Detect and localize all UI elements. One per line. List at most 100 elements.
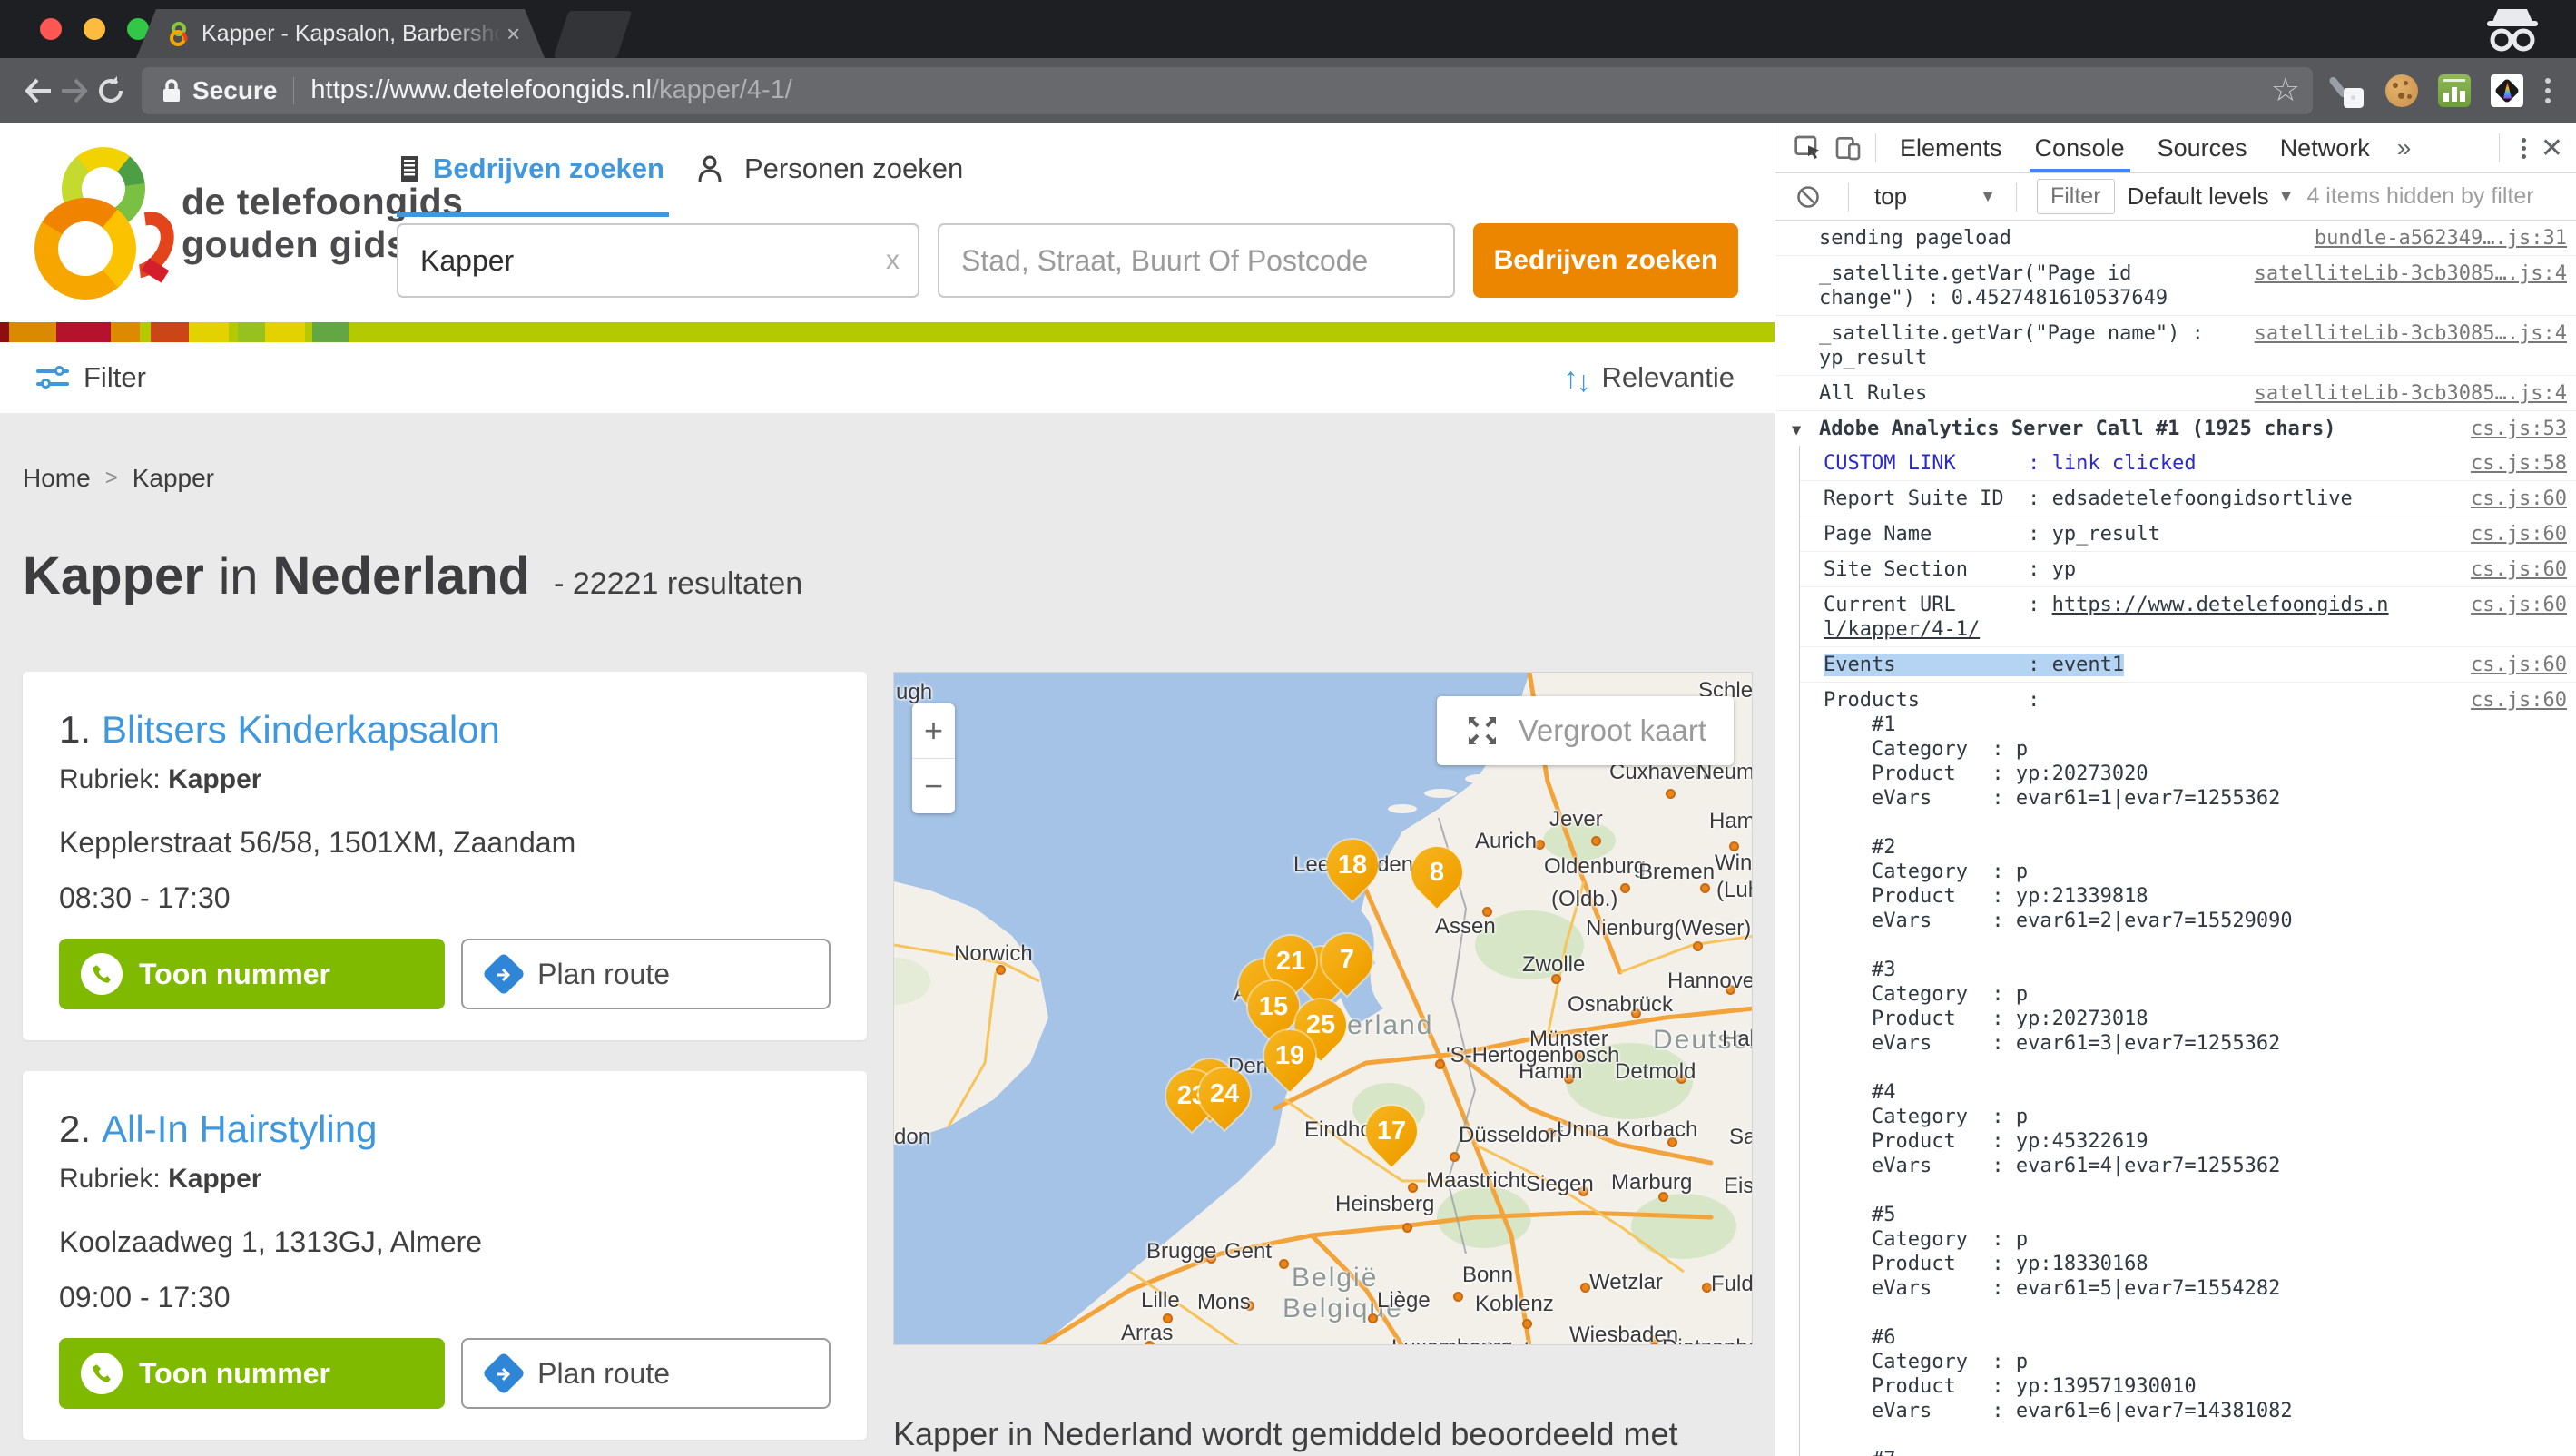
map-city-label: Zwolle	[1522, 952, 1586, 977]
show-number-button[interactable]: Toon nummer	[59, 939, 446, 1009]
map-city-label: San	[1729, 1125, 1752, 1149]
url-bar[interactable]: Secure https://www.detelefoongids.nl/kap…	[142, 66, 2313, 114]
plan-route-button[interactable]: Plan route	[461, 1338, 831, 1409]
site-logo[interactable]: de telefoongids gouden gids	[27, 147, 463, 300]
clear-console-icon[interactable]	[1788, 177, 1828, 217]
tab-network[interactable]: Network	[2279, 133, 2370, 162]
source-link[interactable]: cs.js:53	[2471, 418, 2567, 440]
source-link[interactable]: satelliteLib-3cb3085….js:4	[2254, 322, 2567, 345]
tab-elements[interactable]: Elements	[1900, 133, 2002, 162]
extension-analytics-icon[interactable]	[2438, 74, 2471, 107]
collapse-caret-icon[interactable]: ▼	[1792, 421, 1802, 439]
inspect-element-icon[interactable]	[1788, 128, 1828, 168]
back-button[interactable]	[20, 73, 56, 109]
city-dot	[1564, 1074, 1574, 1084]
filter-button[interactable]: Filter	[36, 361, 146, 394]
map-city-label: Heinsberg	[1335, 1192, 1435, 1216]
city-dot	[1573, 1050, 1583, 1060]
search-submit-button[interactable]: Bedrijven zoeken	[1473, 223, 1738, 298]
map-city-label: Münster	[1529, 1027, 1608, 1051]
forward-button[interactable]	[56, 73, 93, 109]
city-dot	[1649, 1335, 1659, 1344]
map-city-label: Marburg	[1611, 1170, 1693, 1195]
city-dot	[1620, 883, 1630, 893]
city-dot	[1729, 841, 1739, 851]
extension-cookie-icon[interactable]	[2385, 74, 2418, 107]
map-marker[interactable]: 18	[1316, 829, 1389, 901]
expand-icon	[1468, 717, 1496, 744]
source-link[interactable]: cs.js:60	[2471, 523, 2567, 546]
more-tabs-icon[interactable]: »	[2396, 133, 2412, 162]
map-city-label: Oldenburg	[1544, 854, 1647, 879]
source-link[interactable]: cs.js:60	[2471, 689, 2567, 712]
source-link[interactable]: bundle-a562349….js:31	[2314, 227, 2567, 250]
listing-category: Rubriek: Kapper	[59, 764, 262, 794]
map-marker[interactable]: 7	[1311, 923, 1383, 996]
source-link[interactable]: cs.js:60	[2471, 594, 2567, 616]
console-toolbar: top ▼ Filter Default levels ▼ 4 items hidd…	[1775, 173, 2576, 221]
search-term-field[interactable]: x	[397, 223, 919, 298]
bookmark-star-icon[interactable]: ☆	[2270, 70, 2300, 108]
map-marker[interactable]: 17	[1355, 1095, 1428, 1167]
new-tab-button[interactable]	[553, 11, 633, 58]
context-selector[interactable]: top ▼	[1874, 182, 1996, 210]
breadcrumb-separator: >	[104, 466, 118, 490]
console-filter-input[interactable]: Filter	[2036, 179, 2115, 214]
devtools-menu-icon[interactable]	[2521, 137, 2526, 159]
breadcrumb-home[interactable]: Home	[23, 464, 91, 492]
route-icon	[482, 951, 526, 997]
browser-toolbar: Secure https://www.detelefoongids.nl/kap…	[0, 58, 2576, 123]
city-dot	[1163, 1313, 1173, 1323]
tab-close-icon[interactable]: ×	[506, 19, 521, 47]
reload-button[interactable]	[93, 73, 129, 109]
extension-rocket-icon[interactable]	[2491, 74, 2523, 107]
map-city-label: Unna	[1557, 1117, 1609, 1142]
zoom-in-button[interactable]: +	[923, 712, 944, 749]
console-url-link[interactable]: https://www.detelefoongids.n l/kapper/4-…	[1824, 594, 2389, 641]
browser-menu-icon[interactable]	[2540, 74, 2556, 107]
device-toolbar-icon[interactable]	[1828, 128, 1868, 168]
source-link[interactable]: cs.js:58	[2471, 452, 2567, 475]
console-row: Current URL : https://www.detelefoongids…	[1800, 586, 2576, 646]
tab-personen-zoeken[interactable]: Personen zoeken	[664, 152, 963, 185]
zoom-out-button[interactable]: −	[912, 758, 955, 813]
tab-bedrijven-zoeken[interactable]: Bedrijven zoeken	[397, 152, 664, 185]
map-city-label: Jever	[1549, 807, 1603, 831]
minimize-window-button[interactable]	[84, 18, 105, 40]
search-term-input[interactable]	[398, 225, 918, 296]
console-group-header[interactable]: ▼ Adobe Analytics Server Call #1 (1925 c…	[1775, 410, 2576, 446]
source-link[interactable]: cs.js:60	[2471, 558, 2567, 581]
listing-link[interactable]: Blitsers Kinderkapsalon	[102, 708, 500, 751]
console-row: Products : #1 Category : p Product : yp:…	[1800, 682, 2576, 1456]
show-number-button[interactable]: Toon nummer	[59, 1338, 446, 1409]
source-link[interactable]: satelliteLib-3cb3085….js:4	[2254, 262, 2567, 285]
map-marker[interactable]: 24	[1188, 1058, 1261, 1130]
location-input[interactable]	[939, 225, 1453, 296]
devtools-panel: Elements Console Sources Network » ✕ top…	[1775, 123, 2576, 1456]
tab-console[interactable]: Console	[2019, 123, 2141, 172]
map[interactable]: Nederland Deutschl België Belgique	[893, 672, 1753, 1345]
location-field[interactable]	[938, 223, 1455, 298]
plan-route-button[interactable]: Plan route	[461, 939, 831, 1009]
source-link[interactable]: satelliteLib-3cb3085….js:4	[2254, 382, 2567, 405]
city-dot	[1535, 840, 1545, 850]
clear-search-icon[interactable]: x	[886, 245, 900, 275]
source-link[interactable]: cs.js:60	[2471, 654, 2567, 676]
map-city-label: Eise	[1724, 1174, 1752, 1198]
listing-link[interactable]: All-In Hairstyling	[102, 1107, 378, 1150]
map-marker[interactable]: 8	[1401, 836, 1473, 909]
source-link[interactable]: cs.js:60	[2471, 487, 2567, 510]
console-log: sending pageload bundle-a562349….js:31 _…	[1775, 221, 2576, 1456]
tab-sources[interactable]: Sources	[2157, 133, 2247, 162]
browser-tab[interactable]: Kapper - Kapsalon, Barbershop ×	[136, 9, 545, 58]
log-levels-dropdown[interactable]: Default levels ▼	[2127, 182, 2295, 210]
city-dot	[1522, 1319, 1532, 1329]
extension-screwdriver-icon[interactable]	[2327, 74, 2365, 108]
sort-button[interactable]: ↑↓ Relevantie	[1564, 361, 1735, 398]
close-window-button[interactable]	[40, 18, 62, 40]
map-city-label: Bonn	[1462, 1263, 1514, 1287]
devtools-close-icon[interactable]: ✕	[2540, 133, 2563, 163]
enlarge-map-button[interactable]: Vergroot kaart	[1436, 696, 1734, 765]
map-city-label: (Oldb.)	[1551, 887, 1618, 911]
map-marker[interactable]: 19	[1254, 1019, 1326, 1092]
